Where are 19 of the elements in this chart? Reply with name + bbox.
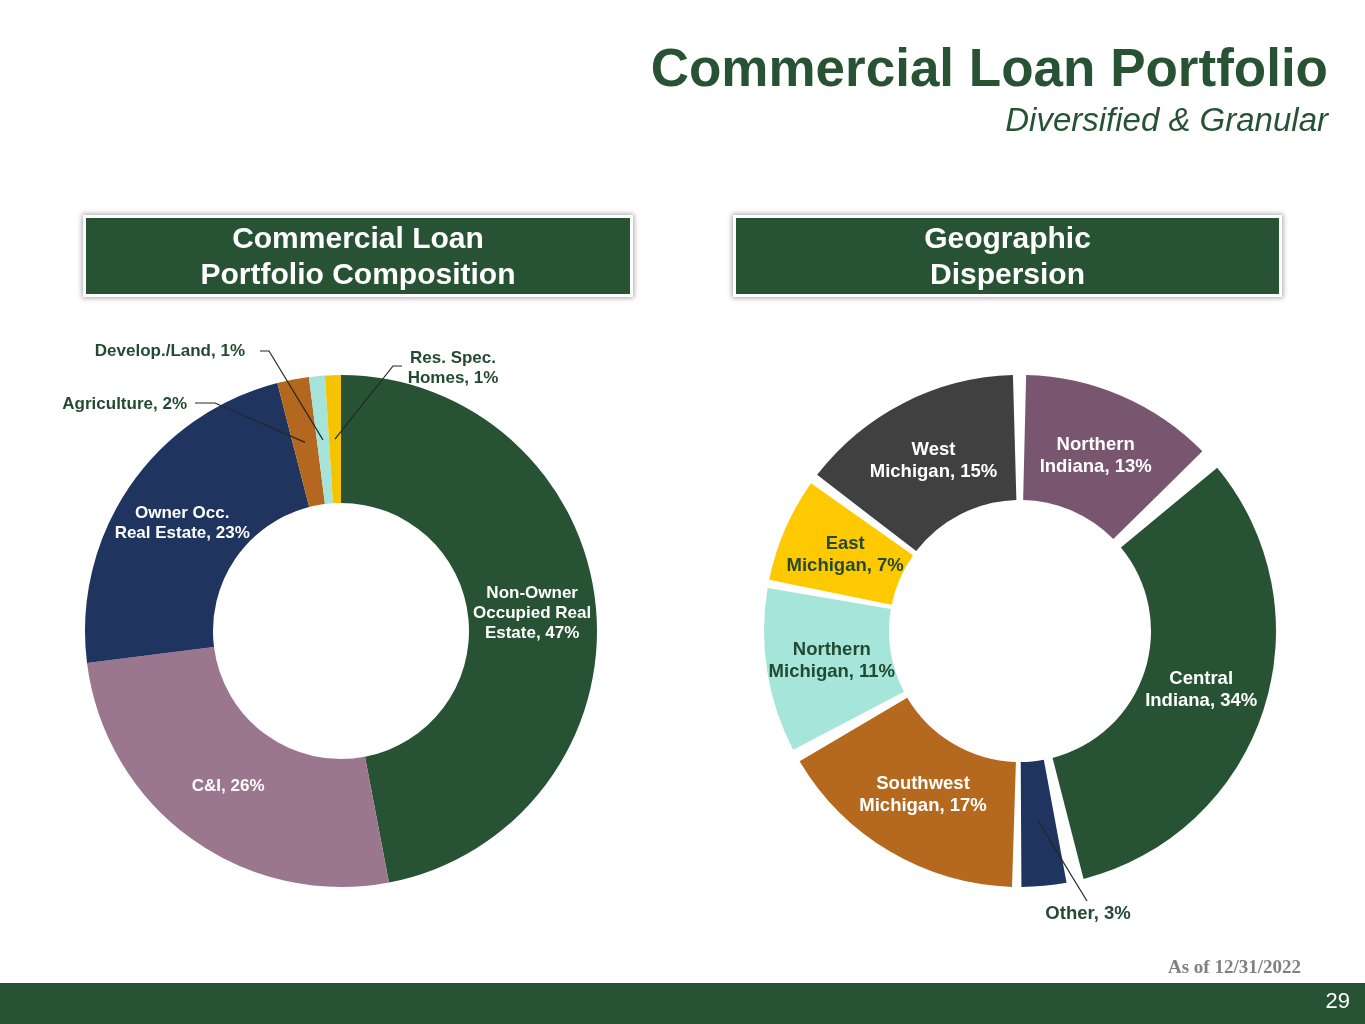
slice-label: Res. Spec. Homes, 1% [407, 347, 499, 387]
slice-label: Northern Michigan, 11% [768, 637, 896, 681]
chart-title: Commercial Loan Portfolio Composition [199, 220, 517, 292]
chart-title: Geographic Dispersion [923, 220, 1092, 292]
text: Diversified & Granular [1005, 101, 1328, 138]
slice-label: Develop./Land, 1% [94, 340, 245, 360]
text: Commercial Loan Portfolio [650, 38, 1328, 97]
slice-label: West Michigan, 15% [869, 438, 998, 482]
text: 29 [1325, 988, 1350, 1014]
slice-label: Southwest Michigan, 17% [859, 772, 987, 816]
slice-label: Other, 3% [1045, 902, 1131, 924]
slice-label: C&I, 26% [191, 776, 265, 796]
slice-label: Owner Occ. Real Estate, 23% [114, 502, 250, 542]
slice-label: Central Indiana, 34% [1145, 666, 1258, 710]
text: As of 12/31/2022 [1168, 956, 1301, 978]
slice-label: East Michigan, 7% [786, 532, 904, 576]
slice-label: Northern Indiana, 13% [1039, 433, 1152, 477]
slice-label: Non-Owner Occupied Real Estate, 47% [473, 582, 592, 642]
slice-label: Agriculture, 2% [62, 393, 187, 413]
